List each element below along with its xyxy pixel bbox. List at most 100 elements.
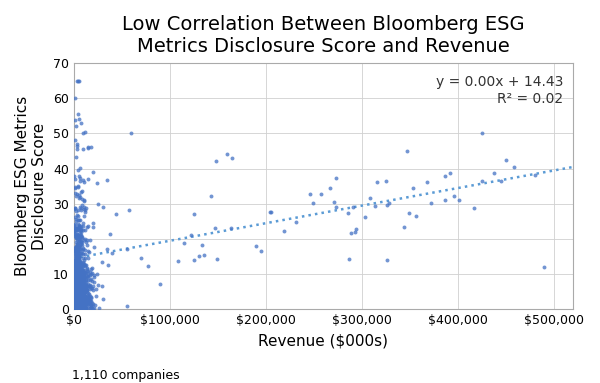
Point — [73, 247, 83, 253]
Point — [69, 304, 79, 311]
Point — [199, 252, 209, 258]
Point — [77, 234, 86, 240]
Point — [76, 189, 86, 195]
Point — [71, 226, 81, 232]
Point — [173, 258, 183, 264]
Point — [88, 224, 98, 231]
Point — [70, 302, 80, 308]
Point — [72, 298, 82, 304]
Point — [251, 243, 260, 249]
Point — [74, 232, 83, 238]
Point — [72, 270, 82, 277]
Point — [73, 237, 82, 243]
Point — [75, 277, 85, 283]
Point — [78, 245, 88, 251]
Point — [71, 297, 80, 303]
Point — [74, 260, 84, 267]
Point — [382, 202, 392, 208]
Point — [73, 288, 82, 295]
Point — [73, 225, 83, 231]
Point — [73, 233, 82, 239]
Point — [79, 280, 88, 286]
Point — [73, 271, 83, 277]
Point — [71, 299, 80, 305]
Point — [80, 293, 90, 299]
Point — [440, 197, 449, 203]
Point — [74, 173, 83, 180]
Point — [70, 282, 80, 288]
Point — [75, 293, 85, 299]
Point — [71, 267, 80, 273]
Point — [77, 291, 86, 297]
Point — [73, 285, 83, 291]
Point — [73, 213, 82, 219]
Point — [73, 254, 83, 260]
Point — [78, 295, 88, 301]
Point — [71, 295, 81, 301]
X-axis label: Revenue ($000s): Revenue ($000s) — [259, 334, 388, 349]
Point — [77, 226, 86, 232]
Point — [73, 274, 82, 280]
Point — [86, 302, 95, 308]
Point — [81, 270, 91, 276]
Point — [80, 251, 90, 257]
Point — [71, 264, 81, 270]
Point — [80, 291, 89, 298]
Point — [79, 299, 88, 305]
Point — [73, 270, 82, 276]
Point — [69, 225, 79, 231]
Point — [80, 296, 90, 303]
Point — [79, 130, 88, 136]
Point — [77, 303, 86, 309]
Point — [76, 289, 85, 295]
Point — [75, 175, 85, 181]
Point — [78, 227, 88, 233]
Point — [73, 280, 83, 286]
Point — [73, 304, 83, 311]
Point — [80, 247, 89, 253]
Point — [70, 295, 80, 301]
Point — [74, 263, 84, 269]
Point — [74, 300, 84, 306]
Point — [73, 290, 82, 296]
Point — [73, 286, 83, 292]
Point — [79, 299, 89, 305]
Point — [79, 273, 89, 279]
Point — [73, 274, 83, 280]
Point — [72, 146, 82, 152]
Point — [74, 305, 84, 311]
Point — [71, 298, 81, 304]
Point — [78, 300, 88, 306]
Point — [76, 297, 86, 303]
Point — [496, 178, 506, 185]
Point — [70, 273, 80, 279]
Point — [73, 291, 83, 298]
Point — [73, 286, 83, 293]
Point — [256, 248, 265, 254]
Point — [73, 227, 82, 233]
Point — [73, 236, 82, 242]
Point — [70, 279, 79, 285]
Point — [331, 175, 341, 181]
Point — [74, 275, 83, 282]
Point — [76, 205, 86, 211]
Point — [82, 239, 91, 246]
Point — [77, 196, 87, 202]
Point — [74, 300, 83, 306]
Point — [77, 298, 86, 304]
Point — [70, 268, 80, 275]
Point — [77, 278, 87, 284]
Point — [73, 267, 82, 273]
Point — [71, 305, 80, 311]
Point — [82, 299, 92, 305]
Point — [76, 297, 85, 303]
Point — [74, 234, 84, 241]
Point — [75, 282, 85, 288]
Point — [74, 291, 84, 297]
Point — [71, 289, 81, 295]
Point — [227, 155, 237, 161]
Point — [83, 304, 93, 311]
Point — [76, 270, 86, 276]
Point — [74, 283, 84, 289]
Point — [73, 296, 82, 303]
